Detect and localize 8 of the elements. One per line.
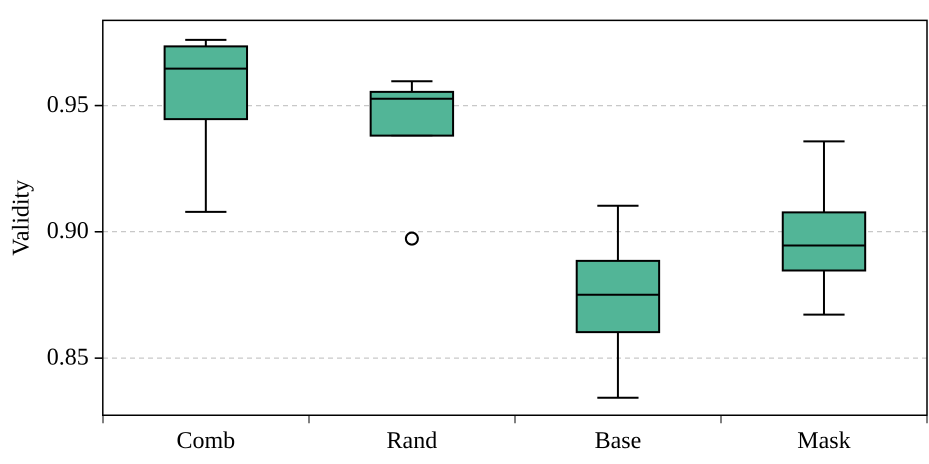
x-tick-label: Rand: [386, 428, 438, 454]
y-tick-label: 0.95: [46, 92, 89, 118]
x-tick-label: Base: [594, 428, 642, 454]
y-axis-title: Validity: [8, 180, 35, 256]
y-tick-label: 0.85: [46, 344, 89, 370]
x-tick-label: Comb: [176, 428, 236, 454]
y-tick-label: 0.90: [46, 218, 89, 244]
x-tick-label: Mask: [797, 428, 851, 454]
